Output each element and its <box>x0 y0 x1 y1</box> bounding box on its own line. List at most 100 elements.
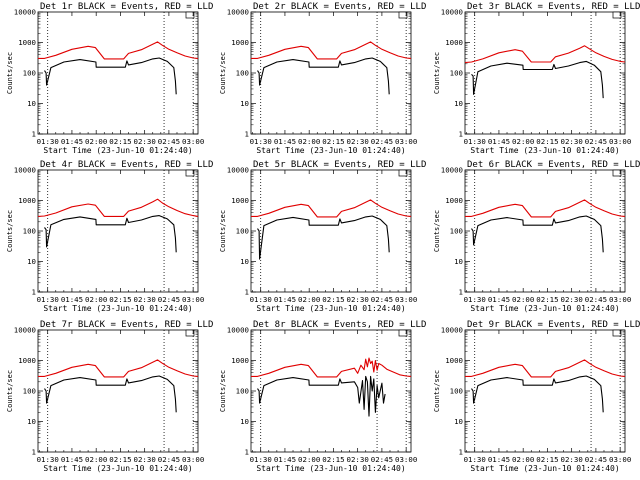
x-tick-label: 02:30 <box>134 295 156 304</box>
x-tick-label: 01:30 <box>464 455 486 464</box>
x-tick-label: 01:30 <box>37 295 59 304</box>
y-axis-label: Counts/sec <box>433 52 441 94</box>
corner-marker <box>612 11 622 19</box>
x-tick-label: 02:15 <box>536 455 558 464</box>
x-axis-label: Start Time (23-Jun-10 01:24:40) <box>470 464 619 473</box>
x-tick-label: 02:15 <box>109 295 131 304</box>
x-tick-label: 02:45 <box>158 137 180 146</box>
x-tick-label: 02:15 <box>322 137 344 146</box>
y-tick-label: 1000 <box>445 356 463 365</box>
x-tick-label: 02:00 <box>85 295 107 304</box>
series-line-lld <box>251 41 412 60</box>
y-tick-label: 100 <box>23 69 36 78</box>
x-tick-label: 02:00 <box>298 455 320 464</box>
y-tick-label: 10000 <box>441 166 463 175</box>
series-line-events <box>471 375 604 413</box>
series-line-events <box>471 60 604 99</box>
x-tick-label: 02:15 <box>322 455 344 464</box>
panel-title: Det 7r BLACK = Events, RED = LLD <box>40 320 213 330</box>
x-axis-label: Start Time (23-Jun-10 01:24:40) <box>43 146 192 155</box>
x-tick-label: 02:15 <box>322 295 344 304</box>
series-line-events <box>257 57 390 95</box>
x-axis-label: Start Time (23-Jun-10 01:24:40) <box>470 304 619 313</box>
x-tick-label: 02:45 <box>585 137 607 146</box>
x-axis-label: Start Time (23-Jun-10 01:24:40) <box>43 304 192 313</box>
x-tick-label: 01:45 <box>274 295 296 304</box>
x-axis-label: Start Time (23-Jun-10 01:24:40) <box>470 146 619 155</box>
corner-marker <box>398 169 408 177</box>
x-tick-label: 02:15 <box>536 295 558 304</box>
x-tick-label: 01:30 <box>464 295 486 304</box>
corner-marker <box>398 329 408 337</box>
panel-6: Det 6r BLACK = Events, RED = LLD 01:30 01:… <box>433 160 640 313</box>
y-tick-label: 1000 <box>445 38 463 47</box>
series-line-events <box>44 215 177 253</box>
x-axis-label: Start Time (23-Jun-10 01:24:40) <box>256 464 405 473</box>
y-tick-label: 100 <box>236 227 249 236</box>
x-tick-label: 01:30 <box>250 455 272 464</box>
panel-title: Det 4r BLACK = Events, RED = LLD <box>40 160 213 170</box>
x-tick-label: 01:45 <box>61 295 83 304</box>
y-tick-label: 10000 <box>227 8 249 17</box>
series-line-lld <box>251 357 412 378</box>
y-tick-label: 100 <box>236 387 249 396</box>
y-tick-label: 1 <box>459 288 463 297</box>
x-axis-label: Start Time (23-Jun-10 01:24:40) <box>256 146 405 155</box>
y-tick-label: 100 <box>23 387 36 396</box>
x-tick-label: 02:30 <box>134 455 156 464</box>
x-tick-label: 02:45 <box>158 295 180 304</box>
x-tick-label: 02:00 <box>298 137 320 146</box>
y-axis-label: Counts/sec <box>6 210 14 252</box>
series-line-lld <box>37 198 199 217</box>
corner-marker <box>185 329 195 337</box>
y-tick-label: 100 <box>450 69 463 78</box>
x-tick-label: 02:30 <box>134 137 156 146</box>
x-tick-label: 02:45 <box>371 295 393 304</box>
x-tick-label: 02:30 <box>561 295 583 304</box>
x-tick-label: 03:00 <box>395 455 417 464</box>
x-tick-label: 02:00 <box>85 455 107 464</box>
y-tick-label: 10 <box>240 99 249 108</box>
x-tick-label: 03:00 <box>395 295 417 304</box>
series-line-events <box>44 57 177 95</box>
y-tick-label: 10000 <box>14 166 36 175</box>
x-tick-label: 03:00 <box>609 295 631 304</box>
panel-2: Det 2r BLACK = Events, RED = LLD 01:30 01:… <box>219 2 426 155</box>
y-tick-label: 10 <box>27 99 36 108</box>
y-tick-label: 1 <box>459 448 463 457</box>
panel-7: Det 7r BLACK = Events, RED = LLD 01:30 01:… <box>6 320 213 473</box>
y-tick-label: 10000 <box>14 326 36 335</box>
x-tick-label: 01:45 <box>488 137 510 146</box>
y-tick-label: 100 <box>236 69 249 78</box>
panel-title: Det 1r BLACK = Events, RED = LLD <box>40 2 213 12</box>
panel-9: Det 9r BLACK = Events, RED = LLD 01:30 01:… <box>433 320 640 473</box>
y-tick-label: 1 <box>32 448 36 457</box>
y-tick-label: 1 <box>245 448 249 457</box>
y-axis-label: Counts/sec <box>433 210 441 252</box>
panel-title: Det 5r BLACK = Events, RED = LLD <box>253 160 426 170</box>
x-tick-label: 02:45 <box>585 455 607 464</box>
y-axis-label: Counts/sec <box>433 370 441 412</box>
y-tick-label: 100 <box>23 227 36 236</box>
x-tick-label: 02:00 <box>512 295 534 304</box>
x-tick-label: 03:00 <box>609 455 631 464</box>
y-tick-label: 10 <box>454 417 463 426</box>
y-tick-label: 10 <box>454 99 463 108</box>
y-tick-label: 1 <box>245 288 249 297</box>
x-tick-label: 01:30 <box>250 295 272 304</box>
series-line-lld <box>251 199 412 218</box>
y-tick-label: 10000 <box>14 8 36 17</box>
y-tick-label: 1000 <box>231 196 249 205</box>
x-tick-label: 02:00 <box>298 295 320 304</box>
series-line-lld <box>465 359 626 378</box>
y-axis-label: Counts/sec <box>219 52 227 94</box>
x-tick-label: 03:00 <box>609 137 631 146</box>
y-tick-label: 1000 <box>231 38 249 47</box>
y-tick-label: 10 <box>27 257 36 266</box>
x-tick-label: 03:00 <box>182 455 204 464</box>
series-line-lld <box>465 199 626 218</box>
x-tick-label: 02:30 <box>347 455 369 464</box>
y-tick-label: 10 <box>27 417 36 426</box>
x-axis-label: Start Time (23-Jun-10 01:24:40) <box>43 464 192 473</box>
